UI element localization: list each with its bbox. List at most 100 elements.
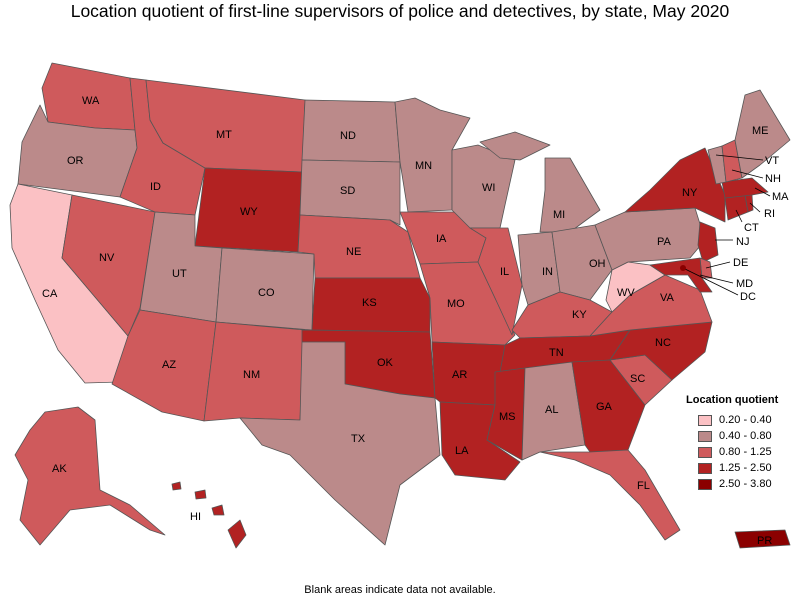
state-SD[interactable] bbox=[299, 159, 401, 226]
state-MI-up[interactable] bbox=[479, 131, 551, 161]
legend-label: 0.40 - 0.80 bbox=[719, 430, 772, 442]
label-RI: RI bbox=[764, 208, 775, 220]
state-AL[interactable] bbox=[521, 361, 586, 461]
legend-label: 2.50 - 3.80 bbox=[719, 478, 772, 490]
label-AZ: AZ bbox=[162, 359, 176, 371]
label-NM: NM bbox=[243, 369, 260, 381]
label-KS: KS bbox=[362, 297, 377, 309]
label-OH: OH bbox=[589, 258, 606, 270]
label-TN: TN bbox=[549, 347, 564, 359]
label-MN: MN bbox=[415, 160, 432, 172]
legend-item: 2.50 - 3.80 bbox=[686, 476, 796, 492]
legend-item: 1.25 - 2.50 bbox=[686, 460, 796, 476]
label-PA: PA bbox=[657, 236, 672, 248]
label-WA: WA bbox=[82, 95, 100, 107]
legend-swatch bbox=[698, 446, 712, 458]
label-MS: MS bbox=[499, 411, 516, 423]
leader-NH bbox=[731, 169, 764, 179]
legend-item: 0.20 - 0.40 bbox=[686, 412, 796, 428]
legend-swatch bbox=[698, 478, 712, 490]
label-ID: ID bbox=[150, 181, 161, 193]
state-WI[interactable] bbox=[451, 144, 516, 229]
label-FL: FL bbox=[637, 480, 650, 492]
label-IA: IA bbox=[436, 233, 447, 245]
leader-DC bbox=[682, 267, 739, 296]
leader-CT bbox=[735, 209, 743, 223]
state-HI-big[interactable] bbox=[227, 519, 247, 549]
state-FL[interactable] bbox=[539, 449, 681, 541]
legend-swatch bbox=[698, 462, 712, 474]
state-HI-oahu[interactable] bbox=[194, 489, 207, 500]
label-IN: IN bbox=[542, 266, 553, 278]
state-MA[interactable] bbox=[721, 177, 769, 199]
label-NC: NC bbox=[655, 337, 671, 349]
label-MA: MA bbox=[772, 191, 789, 203]
label-CT: CT bbox=[744, 222, 759, 234]
label-SD: SD bbox=[340, 185, 355, 197]
state-OH[interactable] bbox=[551, 224, 613, 301]
label-AK: AK bbox=[52, 463, 67, 475]
label-ME: ME bbox=[752, 125, 769, 137]
legend-item: 0.40 - 0.80 bbox=[686, 428, 796, 444]
label-MI: MI bbox=[553, 209, 565, 221]
label-VT: VT bbox=[765, 155, 779, 167]
state-AK[interactable] bbox=[14, 406, 166, 546]
state-MI[interactable] bbox=[539, 157, 601, 233]
footnote: Blank areas indicate data not available. bbox=[304, 584, 496, 596]
legend-label: 1.25 - 2.50 bbox=[719, 462, 772, 474]
state-NJ[interactable] bbox=[697, 221, 719, 263]
leader-DE bbox=[705, 261, 731, 269]
leader-MD bbox=[699, 274, 734, 284]
label-MD: MD bbox=[736, 278, 753, 290]
label-NJ: NJ bbox=[736, 236, 749, 248]
state-MD[interactable] bbox=[649, 257, 713, 293]
state-PR[interactable] bbox=[734, 529, 791, 549]
legend-label: 0.20 - 0.40 bbox=[719, 414, 772, 426]
dc-marker[interactable] bbox=[680, 265, 686, 271]
label-WI: WI bbox=[482, 182, 495, 194]
legend-label: 0.80 - 1.25 bbox=[719, 446, 772, 458]
legend-item: 0.80 - 1.25 bbox=[686, 444, 796, 460]
label-NH: NH bbox=[765, 173, 781, 185]
label-SC: SC bbox=[630, 373, 645, 385]
label-NE: NE bbox=[346, 246, 361, 258]
label-MO: MO bbox=[447, 298, 465, 310]
label-AR: AR bbox=[452, 369, 467, 381]
label-NV: NV bbox=[99, 252, 115, 264]
state-AR[interactable] bbox=[431, 341, 506, 406]
label-IL: IL bbox=[500, 266, 509, 278]
label-TX: TX bbox=[351, 433, 366, 445]
state-MS[interactable] bbox=[486, 367, 526, 461]
leader-VT bbox=[715, 154, 764, 161]
label-OR: OR bbox=[67, 155, 84, 167]
label-NY: NY bbox=[682, 187, 698, 199]
label-DC: DC bbox=[740, 291, 756, 303]
state-KS[interactable] bbox=[311, 277, 431, 333]
label-WV: WV bbox=[617, 287, 635, 299]
label-PR: PR bbox=[757, 535, 772, 547]
legend-swatch bbox=[698, 430, 712, 442]
label-MT: MT bbox=[216, 129, 232, 141]
state-labels: WA OR CA NV ID MT WY UT AZ CO NM ND SD N… bbox=[42, 95, 789, 547]
label-LA: LA bbox=[455, 445, 469, 457]
legend-swatch bbox=[698, 414, 712, 426]
label-CO: CO bbox=[258, 287, 275, 299]
state-HI-maui[interactable] bbox=[211, 504, 225, 516]
label-DE: DE bbox=[733, 257, 748, 269]
label-CA: CA bbox=[42, 288, 58, 300]
label-AL: AL bbox=[545, 404, 558, 416]
label-ND: ND bbox=[340, 130, 356, 142]
state-TX[interactable] bbox=[239, 341, 441, 546]
state-ME[interactable] bbox=[734, 89, 791, 179]
label-OK: OK bbox=[377, 357, 394, 369]
state-NV[interactable] bbox=[61, 194, 156, 337]
leader-MA bbox=[754, 187, 771, 197]
state-IL[interactable] bbox=[469, 227, 523, 336]
state-HI-kauai[interactable] bbox=[171, 481, 182, 491]
label-WY: WY bbox=[240, 206, 258, 218]
legend: Location quotient 0.20 - 0.40 0.40 - 0.8… bbox=[686, 394, 796, 492]
map-title: Location quotient of first-line supervis… bbox=[70, 1, 730, 21]
label-GA: GA bbox=[596, 401, 613, 413]
state-CT[interactable] bbox=[724, 194, 749, 221]
